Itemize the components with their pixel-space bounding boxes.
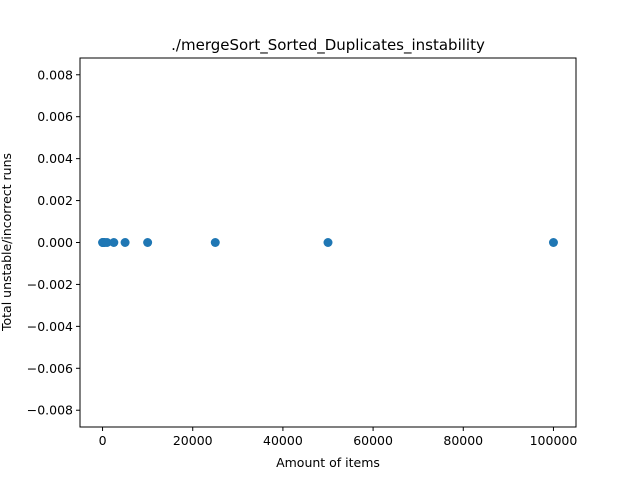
x-tick-label: 40000 <box>263 433 303 448</box>
y-tick-label: 0.006 <box>37 109 73 124</box>
data-point <box>323 238 333 247</box>
y-tick-label: −0.002 <box>27 277 73 292</box>
x-tick-label: 60000 <box>353 433 393 448</box>
data-point <box>143 238 153 247</box>
y-tick-label: 0.002 <box>37 193 73 208</box>
y-axis-label: Total unstable/incorrect runs <box>0 153 14 332</box>
y-tick-label: −0.008 <box>27 403 73 418</box>
y-tick-label: 0.004 <box>37 151 73 166</box>
data-points <box>98 238 558 247</box>
x-axis-ticks: 0 20000 40000 60000 80000 100000 <box>99 427 578 448</box>
x-tick-label: 100000 <box>530 433 578 448</box>
data-point <box>548 238 558 247</box>
data-point <box>102 238 112 247</box>
x-axis-label: Amount of items <box>276 455 380 470</box>
data-point <box>109 238 119 247</box>
chart-title: ./mergeSort_Sorted_Duplicates_instabilit… <box>171 36 485 55</box>
y-tick-label: 0.000 <box>37 235 73 250</box>
y-tick-label: 0.008 <box>37 67 73 82</box>
y-tick-label: −0.006 <box>27 361 73 376</box>
x-tick-label: 0 <box>99 433 107 448</box>
y-tick-label: −0.004 <box>27 319 73 334</box>
plot-area <box>79 57 577 428</box>
x-tick-label: 80000 <box>443 433 483 448</box>
data-point <box>120 238 130 247</box>
data-point <box>210 238 220 247</box>
y-axis-ticks: −0.008 −0.006 −0.004 −0.002 0.000 0.002 0.004 0… <box>27 67 80 418</box>
x-tick-label: 20000 <box>173 433 213 448</box>
